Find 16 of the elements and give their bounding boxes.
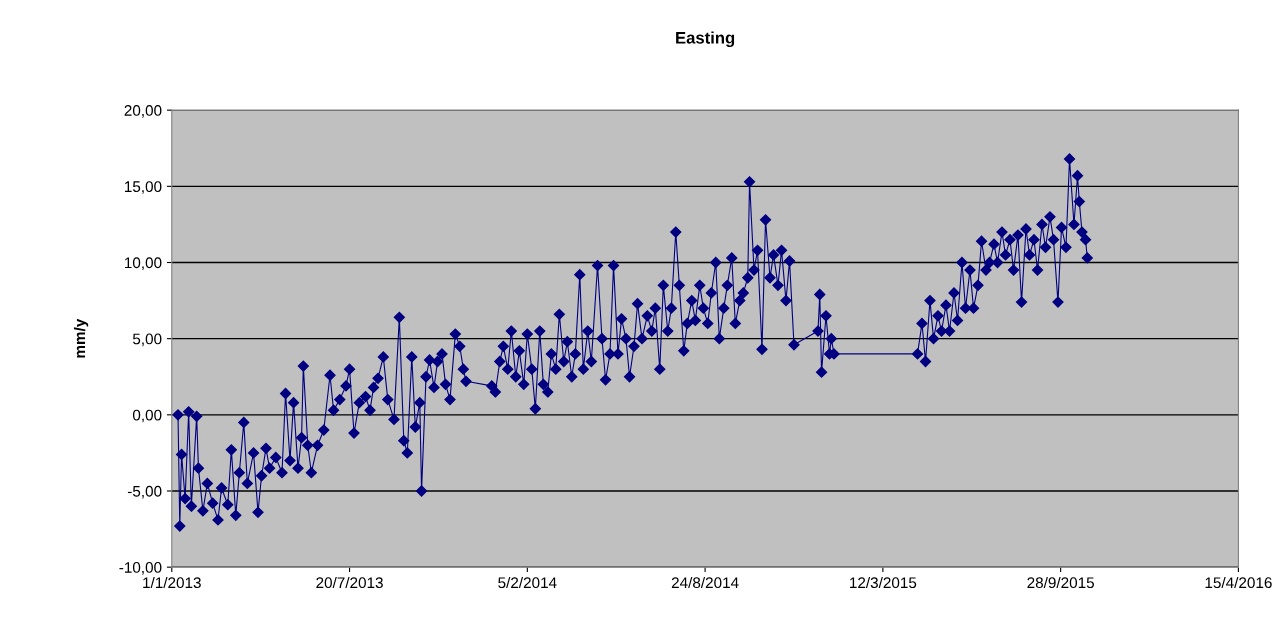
y-tick-label: 5,00 <box>132 333 162 347</box>
y-tick-label: 15,00 <box>125 181 162 194</box>
x-tick-label: 12/3/2015 <box>850 576 917 589</box>
y-axis-title: mm/y <box>73 318 89 358</box>
x-tick-label: 5/2/2014 <box>498 576 557 589</box>
y-tick-label: -10,00 <box>119 562 162 575</box>
x-tick-label: 20/7/2013 <box>316 576 383 589</box>
y-tick-label: 0,00 <box>132 409 162 423</box>
x-tick-label: 28/9/2015 <box>1027 576 1094 589</box>
y-tick-label: 10,00 <box>125 257 162 270</box>
x-tick-label: 1/1/2013 <box>143 576 201 589</box>
y-tick-label: 20,00 <box>124 105 162 118</box>
chart-title: Easting <box>676 31 735 48</box>
y-tick-label: -5,00 <box>127 485 162 499</box>
x-tick-label: 24/8/2014 <box>671 576 739 589</box>
x-tick-label: 15/4/2016 <box>1205 576 1272 589</box>
